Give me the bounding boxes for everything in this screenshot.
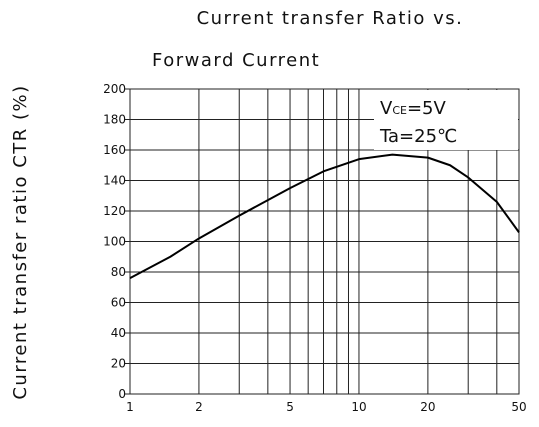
y-tick-label: 120 <box>103 204 126 218</box>
annotation: Ta=25℃ <box>379 126 457 147</box>
chart-title: Forward Current <box>152 50 320 71</box>
annotation-part: CE <box>392 104 407 117</box>
y-tick-label: 200 <box>103 82 126 96</box>
annotation-part: V <box>380 98 393 119</box>
y-tick-label: 180 <box>103 113 126 127</box>
annotation-box <box>374 90 518 150</box>
annotation-part: =5V <box>407 98 447 119</box>
y-tick-label: 140 <box>103 174 126 188</box>
annotation: VCE=5V <box>380 98 447 119</box>
y-axis-label: Current transfer ratio CTR (%) <box>10 84 31 399</box>
annotation-part: Ta=25℃ <box>379 126 457 147</box>
y-tick-label: 20 <box>111 357 126 371</box>
chart-title: Current transfer Ratio vs. <box>197 8 464 29</box>
y-tick-label: 60 <box>111 296 126 310</box>
x-tick-label: 2 <box>195 400 203 414</box>
y-tick-label: 0 <box>118 387 126 401</box>
x-tick-label: 1 <box>126 400 134 414</box>
y-tick-label: 40 <box>111 326 126 340</box>
plot-frame <box>129 88 520 395</box>
x-tick-label: 10 <box>351 400 366 414</box>
x-tick-label: 5 <box>286 400 294 414</box>
y-tick-label: 100 <box>103 235 126 249</box>
data-line <box>129 153 520 279</box>
y-tick-label: 160 <box>103 143 126 157</box>
x-tick-label: 50 <box>511 400 526 414</box>
y-tick-label: 80 <box>111 265 126 279</box>
x-tick-label: 20 <box>420 400 435 414</box>
